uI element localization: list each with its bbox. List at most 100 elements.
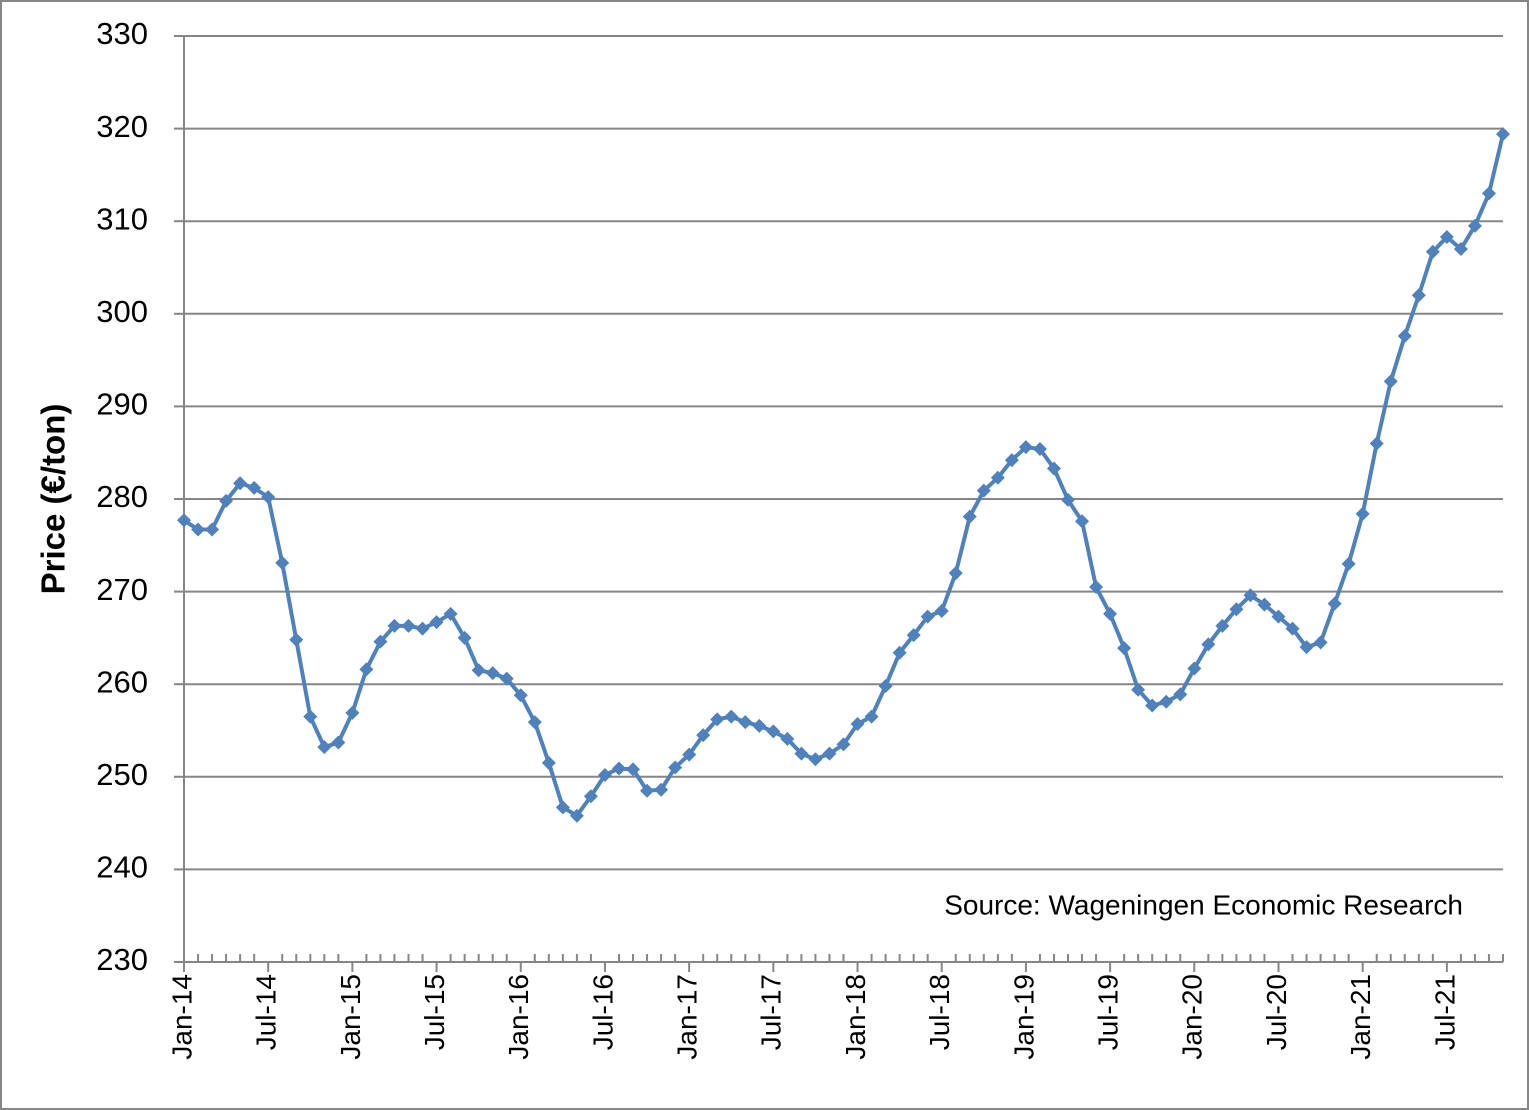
- marker: [710, 712, 725, 727]
- x-tick-label: Jul-17: [756, 974, 787, 1050]
- marker: [1355, 506, 1370, 521]
- marker: [499, 671, 514, 686]
- marker: [724, 709, 739, 724]
- x-tick-label: Jul-18: [924, 974, 955, 1050]
- marker: [541, 755, 556, 770]
- marker: [1341, 556, 1356, 571]
- marker: [948, 566, 963, 581]
- marker: [766, 724, 781, 739]
- annotation: Source: Wageningen Economic Research: [944, 889, 1463, 920]
- marker: [233, 476, 248, 491]
- marker: [275, 555, 290, 570]
- marker: [219, 493, 234, 508]
- marker: [597, 767, 612, 782]
- marker: [780, 731, 795, 746]
- marker: [1383, 374, 1398, 389]
- marker: [1411, 288, 1426, 303]
- y-tick-label: 230: [96, 942, 148, 977]
- marker: [359, 662, 374, 677]
- marker: [289, 632, 304, 647]
- marker: [1397, 329, 1412, 344]
- marker: [892, 645, 907, 660]
- marker: [555, 800, 570, 815]
- marker: [1061, 492, 1076, 507]
- marker: [1075, 514, 1090, 529]
- marker: [822, 746, 837, 761]
- x-tick-label: Jan-19: [1008, 974, 1039, 1060]
- marker: [1032, 441, 1047, 456]
- x-tick-label: Jul-14: [251, 974, 282, 1050]
- marker: [934, 604, 949, 619]
- marker: [1257, 597, 1272, 612]
- marker: [752, 718, 767, 733]
- y-tick-label: 280: [96, 479, 148, 514]
- marker: [1285, 621, 1300, 636]
- marker: [962, 509, 977, 524]
- marker: [1439, 229, 1454, 244]
- marker: [345, 705, 360, 720]
- marker: [1201, 637, 1216, 652]
- x-tick-label: Jan-15: [335, 974, 366, 1060]
- x-tick-label: Jan-14: [166, 974, 197, 1060]
- x-tick-label: Jul-15: [419, 974, 450, 1050]
- marker: [976, 483, 991, 498]
- marker: [682, 747, 697, 762]
- marker: [836, 737, 851, 752]
- marker: [457, 630, 472, 645]
- marker: [429, 615, 444, 630]
- marker: [261, 490, 276, 505]
- marker: [920, 609, 935, 624]
- marker: [1425, 244, 1440, 259]
- marker: [668, 760, 683, 775]
- marker: [864, 709, 879, 724]
- x-tick-label: Jan-21: [1345, 974, 1376, 1060]
- marker: [696, 728, 711, 743]
- marker: [205, 522, 220, 537]
- marker: [1467, 218, 1482, 233]
- x-tick-label: Jul-21: [1429, 974, 1460, 1050]
- marker: [1117, 641, 1132, 656]
- y-tick-label: 320: [96, 109, 148, 144]
- marker: [850, 717, 865, 732]
- marker: [387, 618, 402, 633]
- marker: [415, 621, 430, 636]
- marker: [177, 513, 191, 528]
- marker: [626, 762, 641, 777]
- marker: [331, 735, 346, 750]
- marker: [1046, 461, 1061, 476]
- y-tick-label: 250: [96, 757, 148, 792]
- marker: [654, 782, 669, 797]
- y-tick-label: 270: [96, 572, 148, 607]
- x-tick-label: Jul-20: [1261, 974, 1292, 1050]
- marker: [1159, 694, 1174, 709]
- marker: [373, 634, 388, 649]
- marker: [1496, 127, 1510, 142]
- marker: [1229, 602, 1244, 617]
- marker: [1313, 635, 1328, 650]
- marker: [303, 709, 318, 724]
- x-tick-label: Jan-16: [503, 974, 534, 1060]
- marker: [1173, 687, 1188, 702]
- x-tick-label: Jan-17: [672, 974, 703, 1060]
- marker: [1369, 436, 1384, 451]
- marker: [569, 808, 584, 823]
- x-tick-label: Jan-18: [840, 974, 871, 1060]
- marker: [1271, 609, 1286, 624]
- x-tick-label: Jul-19: [1092, 974, 1123, 1050]
- marker: [583, 789, 598, 804]
- marker: [527, 715, 542, 730]
- marker: [1004, 453, 1019, 468]
- marker: [1103, 606, 1118, 621]
- marker: [1089, 579, 1104, 594]
- x-tick-label: Jul-16: [587, 974, 618, 1050]
- y-tick-label: 260: [96, 664, 148, 699]
- y-tick-label: 330: [96, 16, 148, 51]
- marker: [443, 606, 458, 621]
- marker: [485, 666, 500, 681]
- marker: [1453, 241, 1468, 256]
- marker: [471, 663, 486, 678]
- marker: [1131, 682, 1146, 697]
- x-tick-label: Jan-20: [1177, 974, 1208, 1060]
